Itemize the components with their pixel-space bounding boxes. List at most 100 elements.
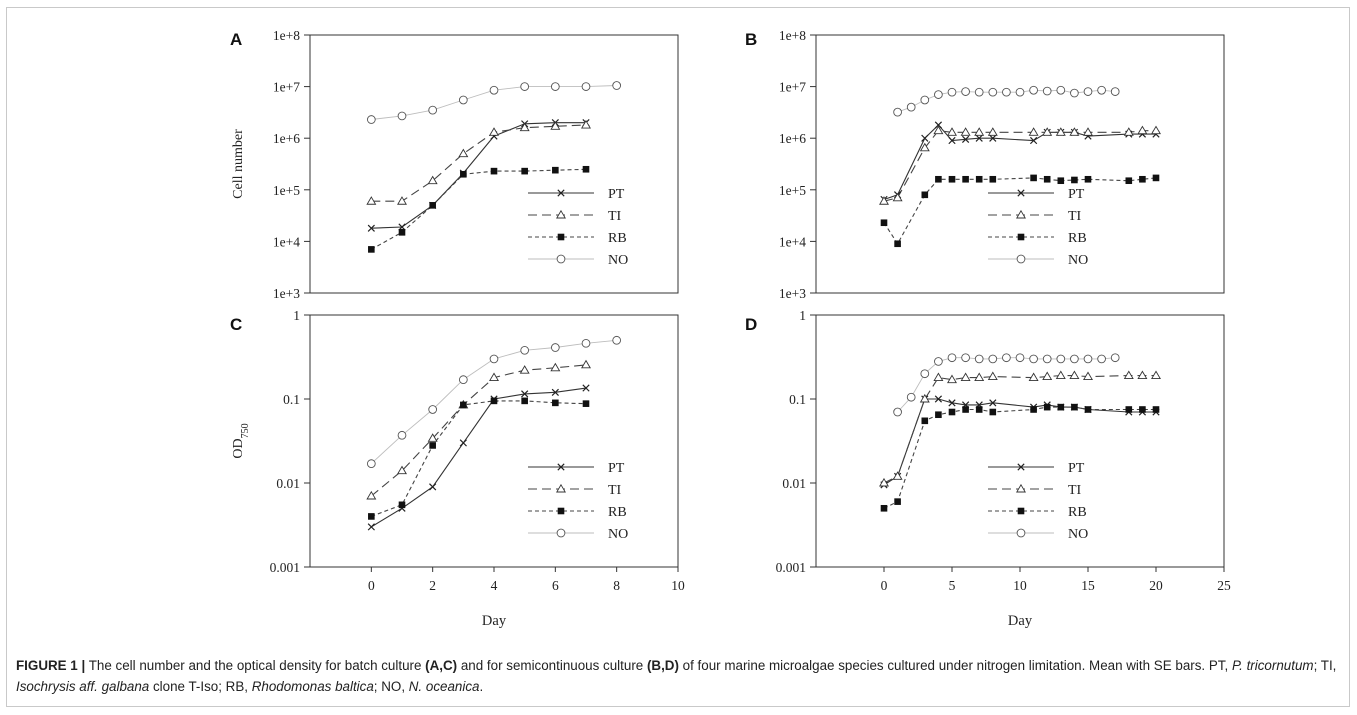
x-tick-label-c: 6 [552,578,559,593]
data-point-pt-d [948,399,956,407]
data-point-no-d [1070,354,1079,364]
plot-frame-b [815,34,1225,294]
data-point-ti-b [919,142,930,152]
data-point-no-b [1070,88,1079,98]
legend-label-rb-b: RB [1068,231,1087,246]
data-point-rb-d [894,498,901,505]
data-point-no-b [947,87,957,97]
caption-text-5: clone T-Iso; RB, [149,679,252,694]
data-point-rb-d [1057,403,1065,411]
y-tick-label-c: 1 [293,308,300,323]
data-point-no-b [988,87,998,97]
y-tick-label-c: 0.001 [270,560,300,575]
data-point-ti-b [974,127,985,136]
data-point-ti-d [892,471,903,480]
data-point-ti-d [1028,372,1039,382]
data-point-no-c [366,459,376,468]
data-point-no-b [1042,86,1052,96]
data-point-no-c [458,375,468,384]
data-point-rb-d [1084,406,1092,413]
data-point-no-a [612,81,622,90]
data-point-ti-c [550,362,561,372]
legend-label-rb-a: RB [608,231,627,246]
data-point-no-a [366,115,376,124]
x-axis-label-c: Day [482,613,507,629]
panel-label-d: D [745,315,757,334]
y-tick-label-d: 0.01 [782,476,806,491]
data-point-rb-c [398,501,406,509]
data-point-ti-b [1083,127,1093,136]
x-tick-label-d: 20 [1149,578,1163,593]
legend-label-ti-c: TI [608,483,622,498]
data-point-rb-d [1152,406,1160,413]
series-line-ti-c [370,364,587,497]
panel-a: A 1e+3 1e+4 1e+5 1e+6 1e+7 1e+8 Cell number PT TI… [230,28,679,301]
data-point-rb-d [948,408,956,416]
data-point-ti-d [919,393,930,403]
data-point-no-a [581,82,591,91]
data-point-rb-b [975,175,983,183]
data-point-ti-d [987,371,998,381]
data-point-no-d [1083,354,1093,364]
data-point-no-d [1056,354,1066,364]
data-point-no-a [397,111,407,121]
caption-species-4: N. oceanica [408,679,480,694]
data-point-ti-b [879,196,889,205]
data-point-rb-b [1071,176,1078,184]
data-point-rb-b [1030,174,1037,182]
series-line-rb-c [371,400,587,517]
y-tick-label-d: 1 [799,308,806,323]
y-axis-label-subscript-c: 750 [240,423,251,438]
caption-text-6: ; NO, [373,679,409,694]
series-line-pt-d [883,398,1156,486]
data-point-pt-a [367,224,375,232]
legend-marker-pt-c [557,463,565,471]
figure-panels: A 1e+3 1e+4 1e+5 1e+6 1e+7 1e+8 Cell number PT TI… [230,28,1231,629]
y-tick-label-a: 1e+6 [273,131,300,146]
data-point-no-b [934,90,943,99]
x-tick-label-d: 25 [1217,578,1231,593]
data-point-ti-d [974,372,985,382]
y-tick-label-c: 0.1 [283,392,300,407]
legend-marker-pt-d [1017,463,1025,471]
data-point-pt-b [1029,136,1038,145]
data-point-rb-b [921,191,929,199]
data-point-rb-c [490,397,498,405]
data-point-ti-b [933,125,944,135]
data-point-ti-c [427,433,438,442]
x-tick-label-d: 10 [1013,578,1027,593]
data-point-rb-c [582,400,590,407]
data-point-rb-d [935,411,942,419]
data-point-rb-b [894,240,901,248]
y-tick-label-d: 0.001 [776,560,806,575]
legend-marker-no-a [556,254,566,264]
caption-panel-ref-2: (B,D) [646,658,679,673]
data-point-no-c [581,338,591,348]
series-line-ti-d [883,375,1156,484]
data-point-rb-b [1057,177,1065,185]
data-point-pt-b [921,134,929,142]
data-point-pt-c [551,388,559,396]
data-point-ti-b [1137,125,1148,135]
data-point-ti-c [581,359,591,369]
legend-label-no-a: NO [608,253,628,268]
y-tick-label-d: 0.1 [789,392,806,407]
data-point-ti-a [397,196,407,205]
data-point-pt-d [934,395,943,403]
data-point-rb-a [368,246,375,253]
legend-label-ti-b: TI [1068,209,1082,224]
data-point-pt-c [429,483,437,491]
x-tick-label-c: 4 [491,578,498,593]
data-point-rb-c [552,399,559,407]
data-point-rb-a [552,166,559,174]
x-tick-label-d: 15 [1081,578,1095,593]
data-point-ti-b [960,127,971,136]
caption-text-7: . [479,679,484,694]
data-point-ti-d [1055,370,1066,380]
data-point-no-b [974,87,984,97]
data-point-ti-a [581,119,591,129]
data-point-rb-a [460,170,467,178]
data-point-rb-b [1043,175,1051,183]
data-point-ti-c [397,465,407,475]
data-point-rb-b [948,175,956,183]
